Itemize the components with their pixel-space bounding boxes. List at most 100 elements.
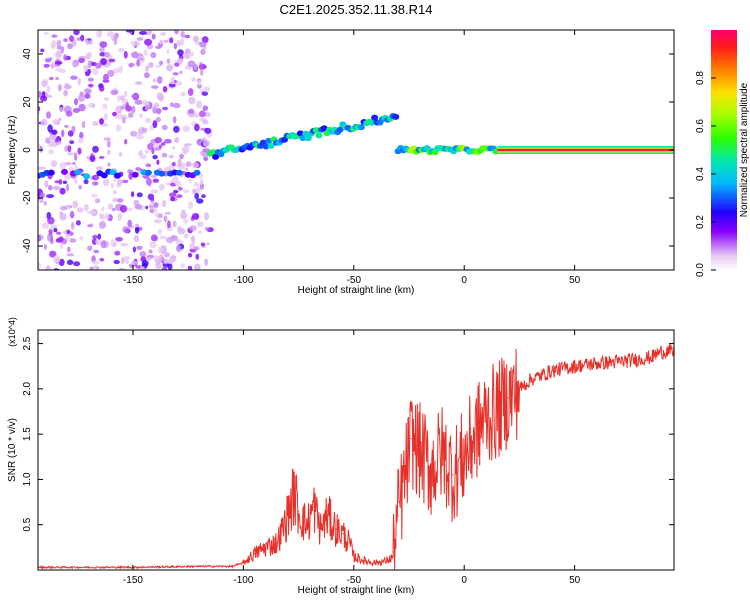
noise-blob — [54, 60, 63, 65]
branch-blob — [312, 127, 320, 134]
noise-blob — [118, 47, 125, 53]
noise-blob — [131, 94, 138, 99]
noise-blob — [38, 90, 42, 98]
noise-blob — [83, 204, 89, 211]
noise-blob — [147, 143, 154, 151]
noise-blob — [151, 85, 159, 89]
noise-blob — [124, 228, 129, 234]
noise-blob — [113, 259, 120, 265]
noise-blob — [144, 72, 150, 79]
noise-blob — [77, 77, 81, 86]
snr-point — [651, 356, 653, 358]
noise-blob — [148, 62, 154, 68]
noise-blob — [143, 49, 148, 57]
noise-blob — [114, 250, 121, 256]
noise-blob — [95, 62, 102, 69]
noise-blob — [108, 58, 116, 63]
branch-blob — [212, 153, 220, 160]
noise-blob — [127, 169, 134, 174]
noise-blob — [64, 173, 71, 181]
noise-blob — [91, 193, 98, 198]
noise-blob — [60, 205, 68, 211]
noise-blob — [103, 96, 110, 102]
noise-blob — [166, 49, 170, 54]
snr-point — [364, 560, 366, 562]
noise-blob — [49, 250, 57, 258]
noise-blob — [133, 235, 140, 242]
noise-blob — [178, 186, 183, 191]
band-blob — [74, 169, 82, 176]
noise-blob — [166, 58, 171, 64]
noise-blob — [144, 38, 153, 46]
noise-blob — [124, 138, 128, 145]
noise-blob — [176, 40, 182, 47]
snr-point — [507, 397, 509, 399]
noise-blob — [164, 252, 170, 258]
y-tick-label: 2.5 — [22, 336, 33, 350]
branch-blob — [304, 135, 312, 142]
noise-blob — [125, 30, 132, 33]
noise-blob — [171, 161, 176, 167]
noise-blob — [163, 215, 168, 223]
noise-blob — [81, 121, 86, 129]
noise-blob — [170, 196, 175, 202]
noise-blob — [152, 78, 157, 83]
snr-point — [342, 533, 344, 535]
noise-blob — [56, 231, 62, 235]
noise-blob — [71, 222, 75, 230]
noise-blob — [159, 39, 164, 45]
noise-blob — [199, 63, 204, 70]
noise-blob — [173, 190, 179, 194]
noise-blob — [79, 131, 84, 139]
snr-point — [397, 515, 399, 517]
noise-blob — [206, 242, 210, 246]
noise-blob — [98, 221, 107, 229]
noise-blob — [64, 162, 72, 166]
x-tick-label: -150 — [123, 275, 143, 286]
noise-blob — [192, 188, 197, 195]
noise-blob — [154, 147, 162, 151]
noise-blob — [59, 187, 66, 195]
noise-blob — [184, 34, 191, 39]
snr-point — [452, 474, 454, 476]
spectrogram-marks — [38, 30, 674, 270]
noise-blob — [84, 88, 92, 94]
noise-blob — [154, 213, 159, 217]
noise-blob — [134, 204, 143, 210]
noise-blob — [63, 38, 68, 42]
noise-blob — [47, 124, 53, 133]
snr-point — [392, 555, 395, 558]
noise-blob — [172, 72, 179, 76]
noise-blob — [138, 113, 143, 118]
snr-point — [375, 562, 377, 564]
noise-blob — [106, 140, 111, 148]
noise-blob — [95, 166, 104, 171]
noise-blob — [204, 227, 209, 231]
noise-blob — [110, 89, 119, 96]
branch-blob — [392, 113, 400, 120]
branch-blob — [336, 126, 344, 133]
snr-point — [666, 350, 669, 352]
noise-blob — [145, 65, 149, 72]
noise-blob — [50, 160, 58, 168]
snr-point — [326, 515, 328, 517]
x-tick-label: -100 — [233, 275, 253, 286]
noise-blob — [94, 198, 101, 204]
branch-blob — [315, 132, 323, 139]
noise-blob — [66, 229, 71, 234]
noise-blob — [86, 210, 95, 215]
noise-blob — [185, 167, 189, 171]
noise-blob — [135, 167, 143, 171]
noise-blob — [180, 263, 186, 268]
snr-point — [474, 433, 476, 435]
noise-blob — [102, 73, 109, 82]
noise-blob — [136, 37, 144, 41]
noise-blob — [52, 118, 60, 125]
noise-blob — [95, 238, 102, 246]
noise-blob — [113, 68, 120, 74]
band-blob — [61, 168, 68, 175]
noise-blob — [172, 145, 176, 150]
noise-blob — [99, 257, 105, 262]
noise-blob — [120, 242, 128, 247]
